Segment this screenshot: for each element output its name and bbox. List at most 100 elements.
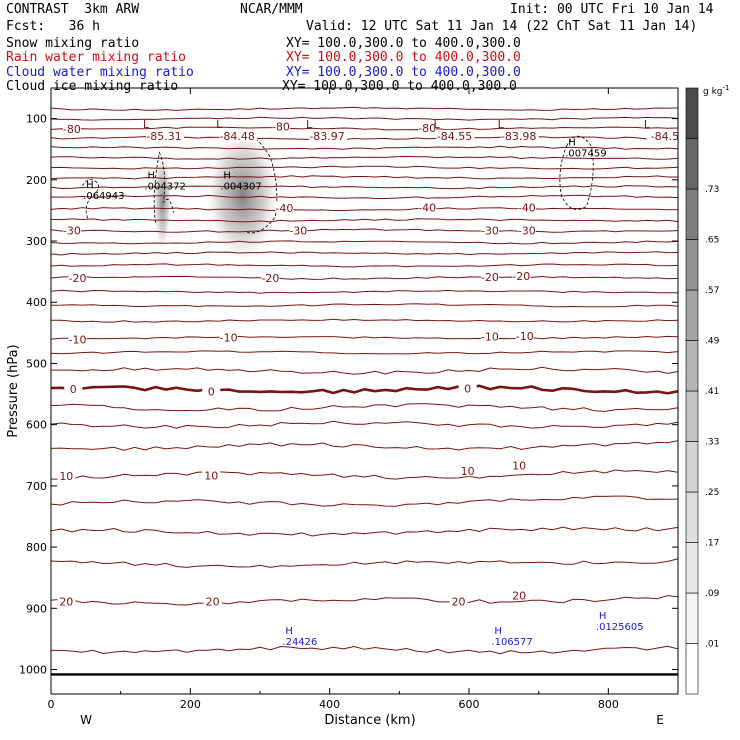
isotherm-line [51,595,678,606]
max-marker: H [223,170,231,181]
contour-label: -20 [261,272,279,285]
isotherm-line [51,384,678,395]
contour-label-bg [62,123,81,135]
y-tick-label: 600 [26,419,47,432]
field-xy-snow: XY= 100.0,300.0 to 400.0,300.0 [286,36,521,51]
y-axis-title: Pressure (hPa) [6,344,21,437]
max-marker: H [568,137,576,148]
field-xy-rain: XY= 100.0,300.0 to 400.0,300.0 [286,50,521,65]
y-tick-label: 800 [26,541,47,554]
contour-label: -40 [275,202,293,215]
colorbar-swatch [685,491,699,543]
field-xy-cloudice: XY= 100.0,300.0 to 400.0,300.0 [282,79,517,94]
colorbar-swatch [685,289,699,341]
contour-label: 10 [59,470,73,483]
field-xy-cloudwater: XY= 100.0,300.0 to 400.0,300.0 [286,65,521,80]
y-tick-label: 400 [26,296,47,309]
colorbar-swatch [685,188,699,240]
contour-label-bg [510,589,529,601]
contour-labels: -80 -80 -80-40 -40 -40-30 -30 -30 -30-20 -20 -20-… [57,118,685,648]
x-tick-label: 600 [459,698,480,711]
low-marker: L [644,118,651,131]
contour-label: -80 [272,121,290,134]
contour-label: 10 [512,460,526,473]
max-value: .064943 [83,191,124,202]
contour-label-bg [271,120,290,132]
isotherm-line [51,155,678,160]
contour-label-bg [57,595,76,607]
colorbar-label: .65 [705,236,719,246]
contour-label: 0 [464,383,471,396]
contour-label: -40 [518,201,536,214]
contour-label-bg [480,224,499,236]
isotherm-line [51,350,678,355]
isotherm-line [51,469,678,480]
contour-label: 10 [461,465,475,478]
field-name-snow: Snow mixing ratio [6,36,140,51]
isotherm-line [51,240,678,245]
isotherm-line [51,175,678,180]
colorbar-swatch [685,340,699,392]
contour-label: -20 [512,270,530,283]
x-axis-title: Distance (km) [324,713,415,728]
contour-label-bg [515,329,534,341]
isotherm-line [51,318,678,323]
temperature-contours [51,106,678,676]
contour-label-bg [62,224,81,236]
colorbar-swatch [685,390,699,442]
y-tick-label: 700 [26,480,47,493]
contour-label: -30 [481,225,499,238]
isotherm-line [51,289,678,294]
fcst-value: 36 h [68,19,100,34]
cloud-ice-contour [82,179,99,221]
contour-label-bg [289,224,308,236]
contour-label-bg [68,333,87,345]
colorbar-label: .17 [705,539,719,549]
project-label: CONTRAST 3km ARW [6,2,140,17]
colorbar-label: .41 [705,387,719,397]
contour-label-bg [64,383,83,395]
contour-label: -20 [481,271,499,284]
isotherm-line [51,645,678,655]
low-marker: L [306,118,313,131]
contour-label-bg [418,121,437,133]
contour-label: 20 [452,596,466,609]
contour-label: 20 [206,596,220,609]
contour-label-bg [202,385,221,397]
contour-label: -80 [63,123,81,136]
field-name-rain: Rain water mixing ratio [6,50,187,65]
colorbar-swatch [685,87,699,139]
max-marker: H [494,626,502,637]
max-value: .106577 [491,637,532,648]
colorbar-swatch [685,542,699,594]
isotherm-line [51,335,678,340]
cloud-ice-contour [153,151,174,223]
isotherm-line [51,526,678,537]
max-marker: H [285,626,293,637]
y-tick-label: 200 [26,174,47,187]
contour-label-bg [517,201,536,213]
isotherm-line [51,185,678,190]
contour-label: -20 [68,272,86,285]
low-value: -84.55 [437,130,472,143]
contour-label: 0 [208,386,215,399]
contour-label-bg [458,382,477,394]
contour-label-bg [517,224,536,236]
colorbar-swatch [685,441,699,493]
low-value: -84.48 [219,130,254,143]
low-marker: L [143,118,150,131]
max-marker: H [147,170,155,181]
max-value: .24426 [282,637,317,648]
isotherm-line [51,145,678,150]
cloud-ice-contour [559,135,594,210]
snow-shade-blob [153,153,172,250]
low-value-bg [146,129,185,142]
axes: 0 200 400 600 800100200300400500600700800900… [19,88,679,711]
low-value-bg [500,129,539,142]
contour-label-bg [449,595,468,607]
y-tick-label: 300 [26,235,47,248]
contour-label-bg [203,595,222,607]
x-tick-label: 0 [48,698,55,711]
contour-label: -30 [63,225,81,238]
contour-label: -40 [418,201,436,214]
